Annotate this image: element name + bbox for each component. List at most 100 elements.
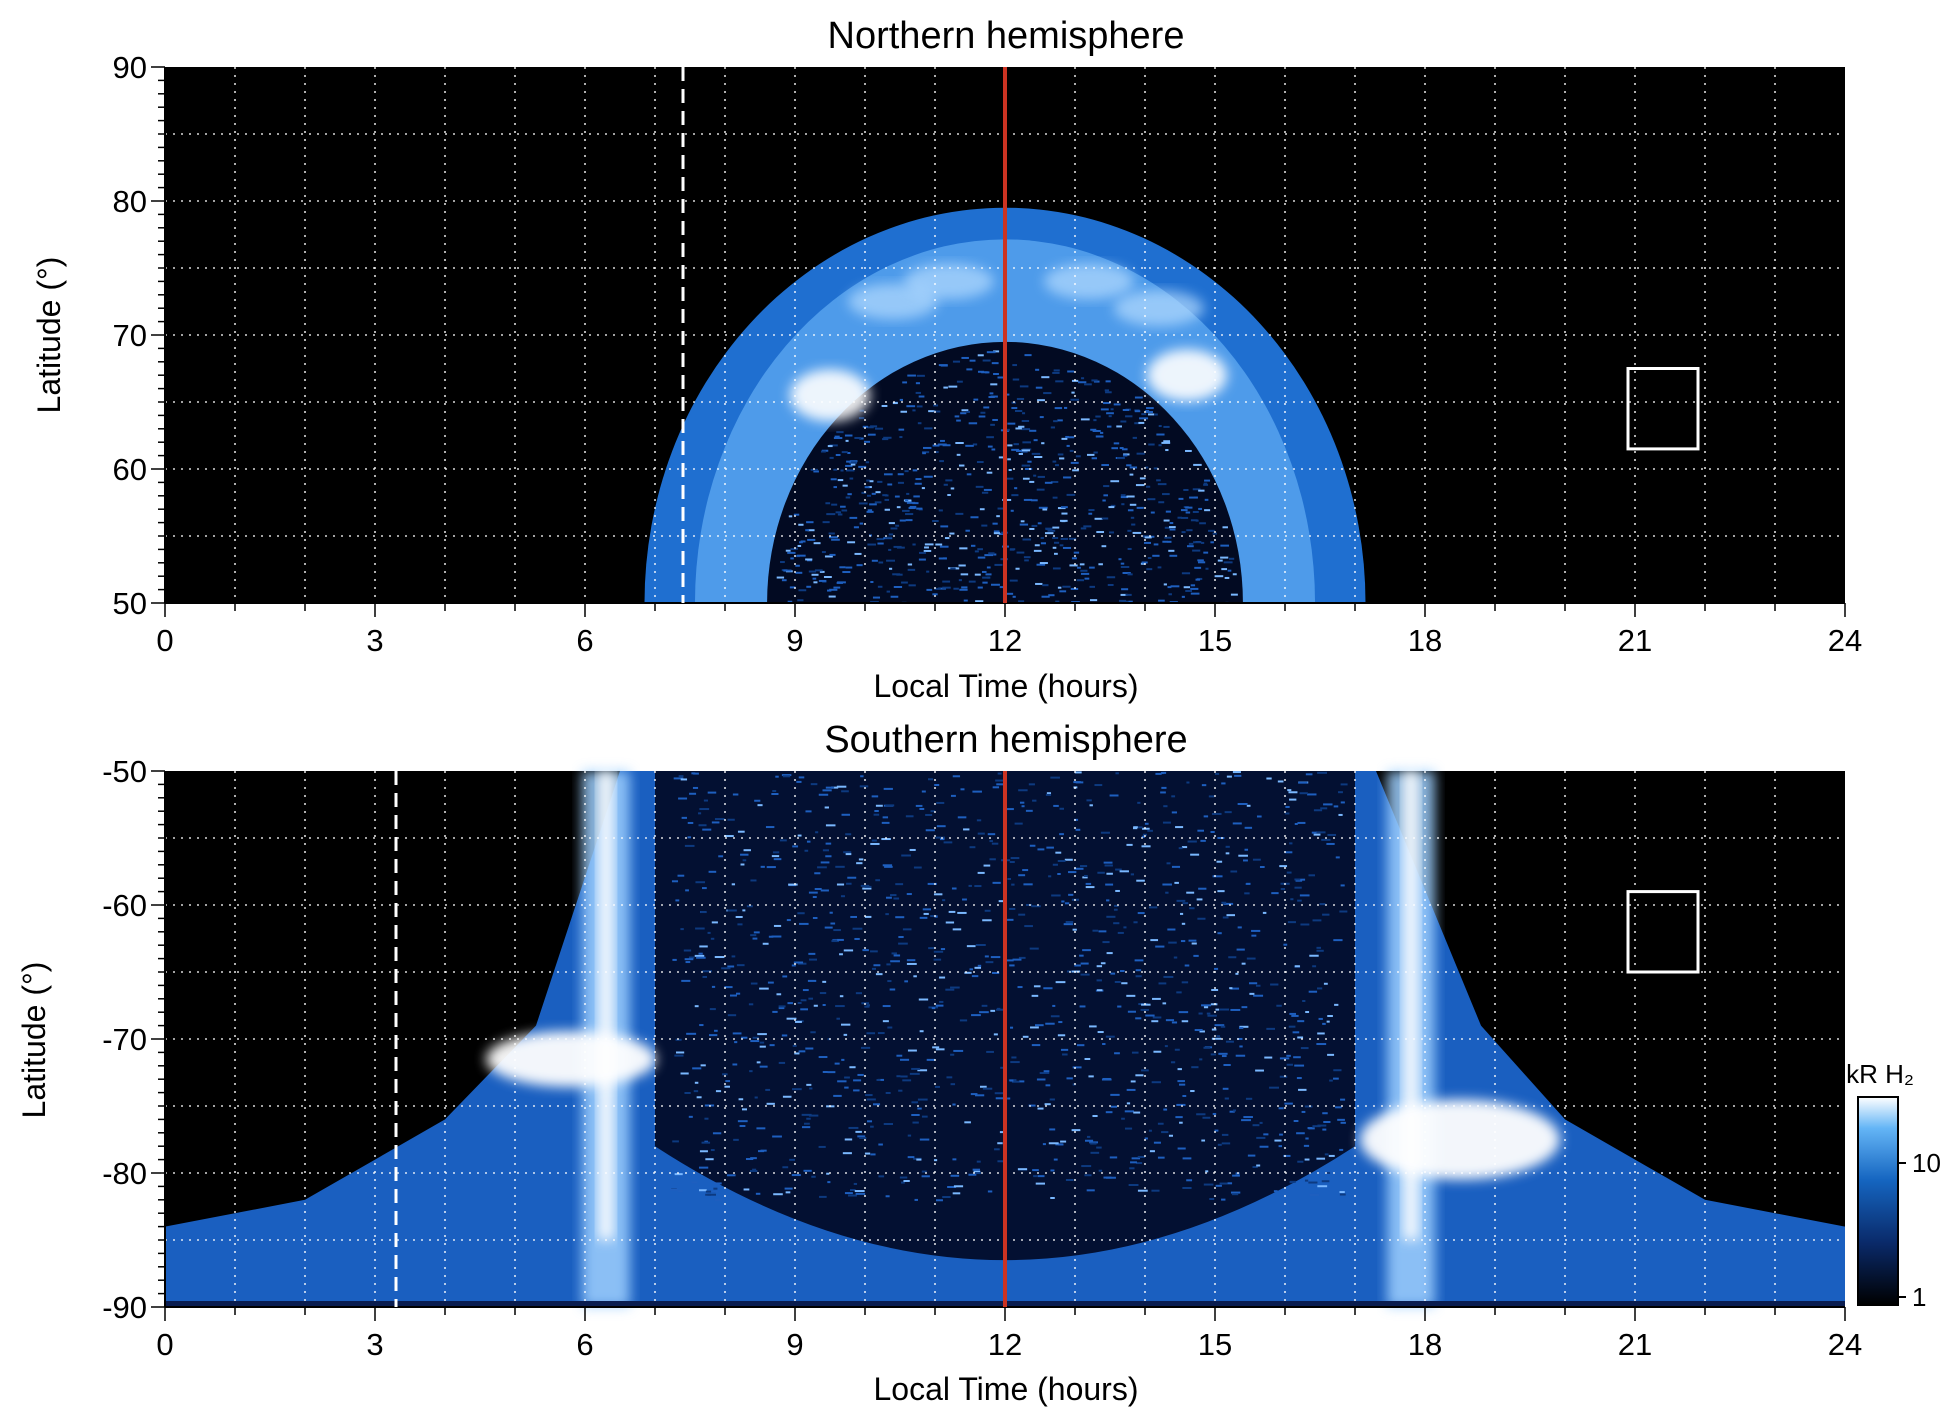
speckle bbox=[853, 1182, 858, 1185]
speckle bbox=[899, 436, 903, 439]
speckle bbox=[1338, 813, 1343, 816]
speckle bbox=[1185, 506, 1193, 509]
speckle bbox=[831, 786, 839, 789]
speckle bbox=[1161, 441, 1171, 444]
speckle bbox=[785, 1191, 791, 1194]
speckle bbox=[1137, 826, 1143, 829]
speckle bbox=[1262, 911, 1267, 914]
speckle bbox=[678, 797, 688, 800]
speckle bbox=[924, 546, 929, 549]
speckle bbox=[1158, 425, 1162, 428]
speckle bbox=[824, 806, 829, 809]
speckle bbox=[1052, 371, 1060, 374]
speckle bbox=[847, 876, 857, 879]
speckle bbox=[867, 543, 876, 546]
speckle bbox=[1088, 1075, 1094, 1078]
speckle bbox=[1054, 464, 1059, 467]
speckle bbox=[1037, 848, 1045, 851]
speckle bbox=[1021, 805, 1025, 808]
speckle bbox=[1022, 477, 1030, 480]
speckle bbox=[1263, 1133, 1269, 1136]
speckle bbox=[906, 962, 917, 965]
speckle bbox=[1277, 780, 1284, 783]
speckle bbox=[746, 905, 753, 908]
speckle bbox=[887, 980, 892, 983]
speckle bbox=[709, 1034, 718, 1037]
speckle bbox=[1130, 516, 1135, 519]
bright-spot-north-1 bbox=[1147, 349, 1227, 402]
speckle bbox=[1338, 791, 1343, 794]
speckle bbox=[836, 785, 847, 788]
speckle bbox=[713, 1182, 722, 1185]
speckle bbox=[1021, 464, 1031, 467]
speckle bbox=[1246, 882, 1251, 885]
speckle bbox=[986, 566, 991, 569]
speckle bbox=[974, 1172, 981, 1175]
speckle bbox=[1131, 1157, 1141, 1160]
speckle bbox=[923, 475, 933, 478]
speckle bbox=[1034, 544, 1040, 547]
speckle bbox=[1187, 840, 1197, 843]
speckle bbox=[1237, 926, 1242, 929]
speckle bbox=[1017, 986, 1023, 989]
speckle bbox=[1027, 460, 1032, 463]
speckle bbox=[895, 883, 904, 886]
speckle bbox=[798, 776, 805, 779]
speckle bbox=[907, 1156, 915, 1159]
speckle bbox=[1073, 551, 1080, 554]
speckle bbox=[1134, 410, 1141, 413]
speckle bbox=[1074, 771, 1082, 774]
speckle bbox=[1010, 857, 1020, 860]
marker-box-north bbox=[1626, 367, 1700, 451]
speckle bbox=[825, 824, 836, 827]
speckle bbox=[702, 975, 708, 978]
speckle bbox=[858, 502, 868, 505]
speckle bbox=[813, 1004, 818, 1007]
speckle bbox=[971, 1014, 981, 1017]
speckle bbox=[1017, 1168, 1028, 1171]
speckle bbox=[674, 1173, 683, 1176]
speckle bbox=[1245, 1097, 1253, 1100]
speckle bbox=[1259, 866, 1265, 869]
speckle bbox=[873, 1103, 881, 1106]
speckle bbox=[829, 456, 834, 459]
speckle bbox=[680, 928, 684, 931]
speckle bbox=[957, 816, 967, 819]
x-tick-label: 9 bbox=[786, 623, 803, 658]
speckle bbox=[934, 783, 940, 786]
speckle bbox=[722, 1073, 728, 1076]
speckle bbox=[1117, 457, 1125, 460]
speckle bbox=[993, 373, 999, 376]
speckle bbox=[1055, 380, 1064, 383]
speckle bbox=[700, 911, 707, 914]
speckle bbox=[845, 853, 852, 856]
speckle bbox=[1074, 867, 1084, 870]
speckle bbox=[794, 547, 798, 550]
speckle bbox=[1271, 892, 1279, 895]
speckle bbox=[790, 557, 794, 560]
speckle bbox=[1009, 907, 1016, 910]
speckle bbox=[698, 952, 703, 955]
speckle bbox=[1024, 925, 1033, 928]
speckle bbox=[848, 461, 857, 464]
speckle bbox=[1327, 1053, 1335, 1056]
speckle bbox=[867, 426, 874, 429]
speckle bbox=[1086, 1135, 1091, 1138]
speckle bbox=[818, 1056, 828, 1059]
speckle bbox=[1120, 566, 1130, 569]
speckle bbox=[1180, 509, 1188, 512]
speckle bbox=[843, 949, 854, 952]
speckle bbox=[1181, 1020, 1189, 1023]
speckle bbox=[1304, 1158, 1310, 1161]
speckle bbox=[853, 526, 859, 529]
speckle bbox=[1100, 831, 1110, 834]
speckle bbox=[1061, 437, 1068, 440]
speckle bbox=[1105, 391, 1112, 394]
speckle bbox=[992, 972, 1000, 975]
speckle bbox=[703, 799, 709, 802]
speckle bbox=[877, 1078, 885, 1081]
speckle bbox=[689, 792, 697, 795]
speckle bbox=[942, 1196, 951, 1199]
speckle bbox=[1214, 1024, 1225, 1027]
speckle bbox=[683, 949, 692, 952]
